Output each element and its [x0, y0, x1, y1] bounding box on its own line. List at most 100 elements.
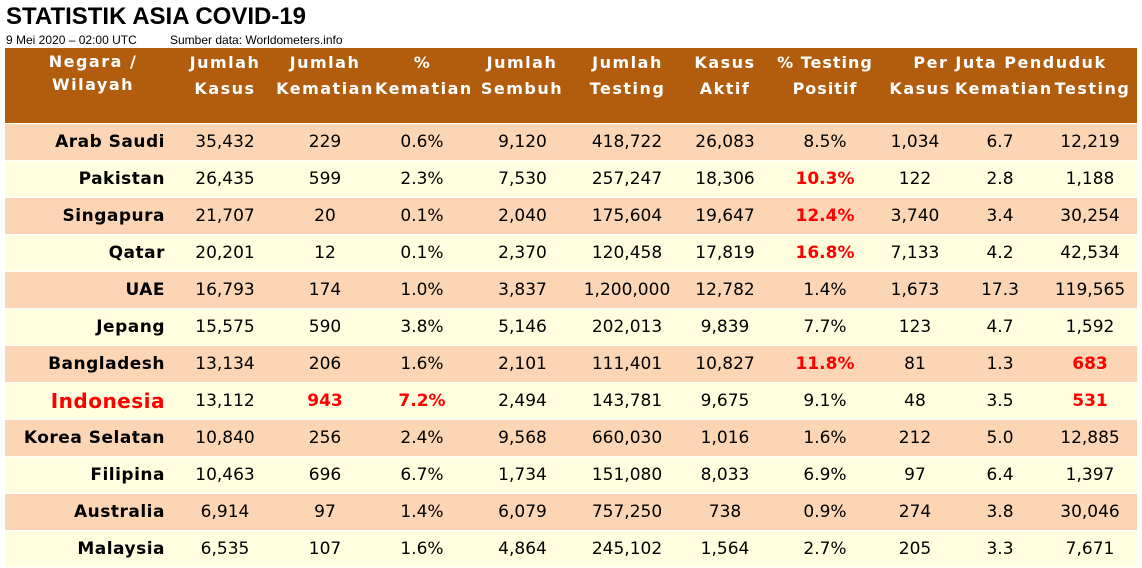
- cell-country: Malaysia: [77, 539, 165, 559]
- cell-recovered: 3,837: [498, 280, 547, 300]
- cell-pm-cases: 123: [898, 317, 932, 337]
- header-deaths-line2: Kematian: [276, 79, 374, 98]
- cell-pm-cases: 122: [898, 169, 932, 189]
- cell-recovered: 2,494: [498, 391, 547, 411]
- cell-active: 9,839: [700, 317, 750, 337]
- cell-pos-rate: 16.8%: [795, 243, 855, 263]
- cell-pos-rate: 9.1%: [803, 391, 847, 411]
- cell-tests: 245,102: [591, 539, 663, 559]
- cell-pm-tests: 7,671: [1065, 539, 1115, 559]
- header-tests-line1: Jumlah: [592, 53, 663, 72]
- cell-country: Jepang: [96, 317, 165, 337]
- cell-active: 10,827: [695, 354, 755, 374]
- cell-cases: 21,707: [195, 206, 255, 226]
- cell-tests: 111,401: [591, 354, 663, 374]
- cell-pm-tests: 1,592: [1065, 317, 1115, 337]
- cell-pos-rate: 1.6%: [803, 428, 847, 448]
- cell-pm-deaths: 3.5: [986, 391, 1014, 411]
- cell-country: Qatar: [108, 243, 165, 263]
- header-recovered-line1: Jumlah: [486, 53, 558, 72]
- cell-pos-rate: 8.5%: [803, 132, 847, 152]
- header-death-pct-line2: Kematian: [375, 79, 473, 98]
- cell-recovered: 5,146: [498, 317, 547, 337]
- table-row: Qatar 20,201 12 0.1% 2,370 120,458 17,819 16.8%…: [5, 235, 1137, 272]
- header-pos-rate-line1: % Testing: [777, 53, 873, 72]
- cell-pm-cases: 81: [904, 354, 926, 374]
- cell-pos-rate: 0.9%: [803, 502, 847, 522]
- table-row: Arab Saudi 35,432 229 0.6% 9,120 418,722 26,08…: [5, 124, 1137, 161]
- cell-deaths: 590: [308, 317, 342, 337]
- cell-active: 18,306: [695, 169, 755, 189]
- cell-death-pct: 3.8%: [400, 317, 444, 337]
- cell-recovered: 2,040: [498, 206, 547, 226]
- cell-country: UAE: [125, 280, 165, 300]
- cell-pm-deaths: 3.8: [986, 502, 1014, 522]
- cell-country: Australia: [74, 502, 165, 522]
- cell-deaths: 174: [308, 280, 342, 300]
- cell-pm-tests: 119,565: [1054, 280, 1126, 300]
- cell-pm-tests: 531: [1072, 391, 1108, 411]
- cell-recovered: 9,568: [498, 428, 547, 448]
- cell-country: Indonesia: [50, 389, 165, 413]
- cell-cases: 13,112: [195, 391, 255, 411]
- header-death-pct: % Kematian: [375, 50, 473, 102]
- cell-deaths: 206: [308, 354, 342, 374]
- table-row: Pakistan 26,435 599 2.3% 7,530 257,247 18,306 1…: [5, 161, 1137, 198]
- cell-active: 738: [708, 502, 742, 522]
- header-death-pct-line1: %: [413, 53, 432, 72]
- cell-pm-deaths: 4.7: [986, 317, 1014, 337]
- cell-pm-cases: 48: [904, 391, 926, 411]
- cell-pm-cases: 7,133: [890, 243, 940, 263]
- cell-pm-tests: 42,534: [1060, 243, 1120, 263]
- cell-active: 8,033: [700, 465, 750, 485]
- table-row: Jepang 15,575 590 3.8% 5,146 202,013 9,839 7.7%…: [5, 309, 1137, 346]
- cell-deaths: 20: [314, 206, 336, 226]
- cell-pm-deaths: 3.4: [986, 206, 1014, 226]
- cell-pm-cases: 274: [898, 502, 932, 522]
- cell-country: Arab Saudi: [55, 132, 165, 152]
- header-country: Negara / Wilayah: [13, 50, 173, 96]
- cell-pm-cases: 97: [904, 465, 926, 485]
- cell-country: Korea Selatan: [23, 428, 165, 448]
- cell-pm-deaths: 3.3: [986, 539, 1014, 559]
- cell-tests: 1,200,000: [583, 280, 671, 300]
- header-cases-line2: Kasus: [194, 79, 256, 98]
- cell-death-pct: 1.6%: [400, 539, 444, 559]
- cell-active: 1,564: [700, 539, 750, 559]
- cell-pm-cases: 1,673: [890, 280, 940, 300]
- cell-pos-rate: 7.7%: [803, 317, 847, 337]
- cell-tests: 175,604: [591, 206, 663, 226]
- cell-death-pct: 0.6%: [400, 132, 444, 152]
- source-text: Sumber data: Worldometers.info: [170, 33, 343, 47]
- table-row: Malaysia 6,535 107 1.6% 4,864 245,102 1,564 2.7…: [5, 531, 1137, 568]
- cell-recovered: 2,370: [498, 243, 547, 263]
- cell-pm-tests: 683: [1072, 354, 1108, 374]
- cell-recovered: 9,120: [498, 132, 547, 152]
- cell-active: 19,647: [695, 206, 755, 226]
- cell-deaths: 12: [314, 243, 336, 263]
- header-pm-tests: Testing: [1054, 79, 1131, 98]
- cell-pm-tests: 1,188: [1065, 169, 1115, 189]
- cell-cases: 20,201: [195, 243, 255, 263]
- header-recovered-line2: Sembuh: [480, 79, 564, 98]
- cell-country: Singapura: [62, 206, 165, 226]
- cell-tests: 257,247: [591, 169, 663, 189]
- cell-cases: 10,463: [195, 465, 255, 485]
- header-pm-deaths: Kematian: [955, 79, 1053, 98]
- cell-pm-tests: 12,885: [1060, 428, 1120, 448]
- cell-death-pct: 1.4%: [400, 502, 444, 522]
- cell-deaths: 696: [308, 465, 342, 485]
- cell-active: 17,819: [695, 243, 755, 263]
- cell-cases: 6,914: [200, 502, 250, 522]
- cell-recovered: 6,079: [498, 502, 547, 522]
- header-country-line2: Wilayah: [51, 75, 135, 94]
- cell-cases: 10,840: [195, 428, 255, 448]
- cell-cases: 13,134: [195, 354, 255, 374]
- data-table: Arab Saudi 35,432 229 0.6% 9,120 418,722 26,08…: [5, 124, 1137, 568]
- header-pos-rate: % Testing Positif: [775, 50, 875, 102]
- page-title: STATISTIK ASIA COVID-19: [6, 3, 307, 30]
- cell-active: 9,675: [700, 391, 750, 411]
- cell-country: Filipina: [90, 465, 165, 485]
- table-row: Bangladesh 13,134 206 1.6% 2,101 111,401 10,82…: [5, 346, 1137, 383]
- cell-country: Bangladesh: [48, 354, 165, 374]
